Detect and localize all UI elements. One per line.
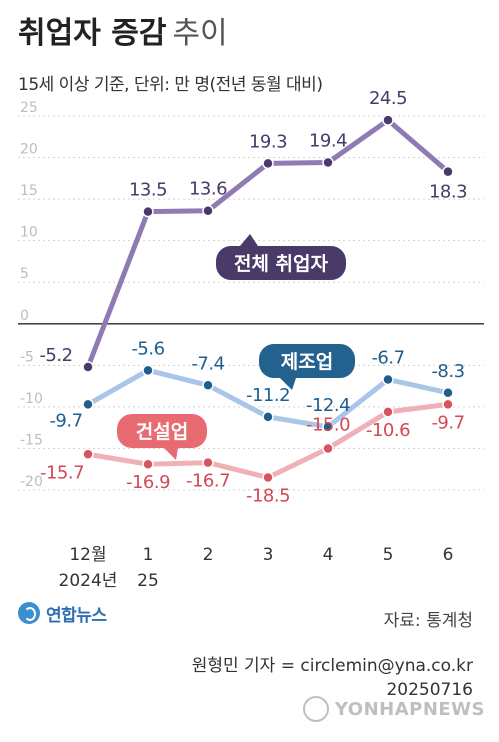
data-label: -15.0 <box>306 414 350 435</box>
data-label: 13.6 <box>189 179 227 200</box>
data-point <box>442 165 454 178</box>
data-point <box>322 421 334 433</box>
data-point <box>382 114 394 126</box>
data-point <box>442 398 454 411</box>
credit-date: 20250716 <box>386 680 473 700</box>
data-label: -12.4 <box>306 395 350 416</box>
watermark-text: YONHAPNEWS <box>334 698 485 720</box>
series-badge <box>117 414 207 448</box>
chart-title: 취업자 증감 추이 <box>18 14 228 54</box>
data-point <box>262 157 274 170</box>
series-badge <box>216 246 346 280</box>
data-point <box>202 456 214 469</box>
x-tick-label: 3 <box>263 545 274 565</box>
data-label: 24.5 <box>369 88 407 109</box>
series-badge-tail <box>280 378 296 390</box>
y-tick-label: -10 <box>20 391 43 407</box>
data-point <box>142 364 154 377</box>
series-badge-tail <box>164 448 178 460</box>
title-bold: 취업자 증감 <box>18 16 167 51</box>
data-label: -15.7 <box>40 462 84 483</box>
data-label: -7.4 <box>191 353 224 374</box>
credit: 원형민 기자 = circlemin@yna.co.kr 20250716 <box>192 654 473 702</box>
credit-reporter: 원형민 기자 = circlemin@yna.co.kr <box>191 656 473 676</box>
y-tick-label: -5 <box>20 349 34 365</box>
data-point <box>142 458 154 470</box>
data-point <box>322 156 334 169</box>
x-tick-sublabel: 25 <box>137 571 159 591</box>
source-note: 자료: 통계청 <box>383 611 473 631</box>
data-point <box>382 373 394 386</box>
data-point <box>262 471 274 484</box>
logo-text: 연합뉴스 <box>46 605 107 626</box>
data-label: -6.7 <box>371 347 404 368</box>
data-label: -5.6 <box>131 338 164 359</box>
data-label: -18.5 <box>246 486 290 507</box>
yonhap-logo: 연합뉴스 <box>18 600 107 626</box>
data-point <box>262 411 274 423</box>
series-badge-label: 전체 취업자 <box>234 253 329 275</box>
line-chart: 25 20 15 10 5 0 -5 -10 -15 -20 12월 2024년 1 25 2 3 4 5 6 -5.… <box>18 88 484 591</box>
data-label: -9.7 <box>49 410 82 431</box>
data-point <box>82 398 94 411</box>
data-label: 18.3 <box>429 182 467 203</box>
series-badge-label: 건설업 <box>136 421 188 443</box>
data-label: -5.2 <box>39 345 72 366</box>
x-tick-label: 12월 <box>69 545 106 565</box>
title-light: 추이 <box>172 16 228 51</box>
data-point <box>82 448 94 461</box>
data-point <box>82 361 94 373</box>
data-label: -10.6 <box>366 420 410 441</box>
yonhap-logo-icon <box>18 602 40 624</box>
data-label: -16.9 <box>126 472 170 493</box>
data-label: 19.4 <box>309 131 347 152</box>
x-tick-label: 1 <box>143 545 154 565</box>
data-label: -8.3 <box>431 361 464 382</box>
data-label: -16.7 <box>186 471 230 492</box>
series-badge <box>259 344 355 378</box>
y-tick-label: 10 <box>20 225 38 241</box>
watermark: YONHAPNEWS <box>302 696 485 722</box>
data-point <box>202 379 214 392</box>
x-tick-sublabel: 2024년 <box>59 571 118 591</box>
data-label: 19.3 <box>249 131 287 152</box>
x-tick-label: 6 <box>443 545 454 565</box>
x-tick-label: 4 <box>323 545 334 565</box>
y-tick-label: 5 <box>20 266 29 282</box>
data-label: -9.7 <box>431 412 464 433</box>
watermark-logo-icon <box>302 696 329 722</box>
series-badge-tail <box>240 234 258 246</box>
x-tick-label: 2 <box>203 545 214 565</box>
data-label: -11.2 <box>246 385 290 406</box>
y-tick-label: 0 <box>20 308 29 324</box>
data-point <box>202 204 214 217</box>
y-tick-label: -15 <box>20 432 43 448</box>
chart-subtitle: 15세 이상 기준, 단위: 만 명(전년 동월 대비) <box>18 75 323 95</box>
y-tick-label: -20 <box>20 474 43 490</box>
y-tick-label: 20 <box>20 142 38 158</box>
x-tick-label: 5 <box>383 545 394 565</box>
data-label: 13.5 <box>129 180 167 201</box>
data-point <box>442 387 454 399</box>
y-tick-label: 25 <box>20 100 38 116</box>
y-tick-label: 15 <box>20 183 38 199</box>
data-point <box>322 442 334 455</box>
data-point <box>382 406 394 418</box>
data-point <box>142 205 154 218</box>
series-badge-label: 제조업 <box>281 351 333 373</box>
